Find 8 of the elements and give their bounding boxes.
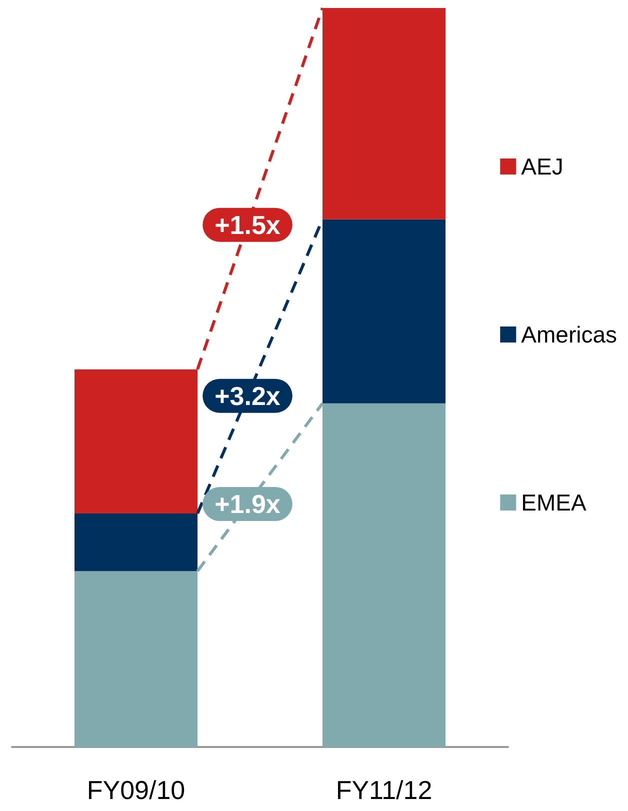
- legend-label: AEJ: [521, 154, 564, 180]
- legend-label: EMEA: [521, 490, 587, 516]
- annotation: +3.2x: [214, 380, 281, 411]
- annotation: +1.9x: [214, 489, 281, 520]
- x-tick-label: FY11/12: [336, 775, 432, 805]
- legend-label: Americas: [521, 322, 618, 348]
- x-tick-label: FY09/10: [86, 775, 186, 805]
- annotation: +1.5x: [214, 210, 281, 240]
